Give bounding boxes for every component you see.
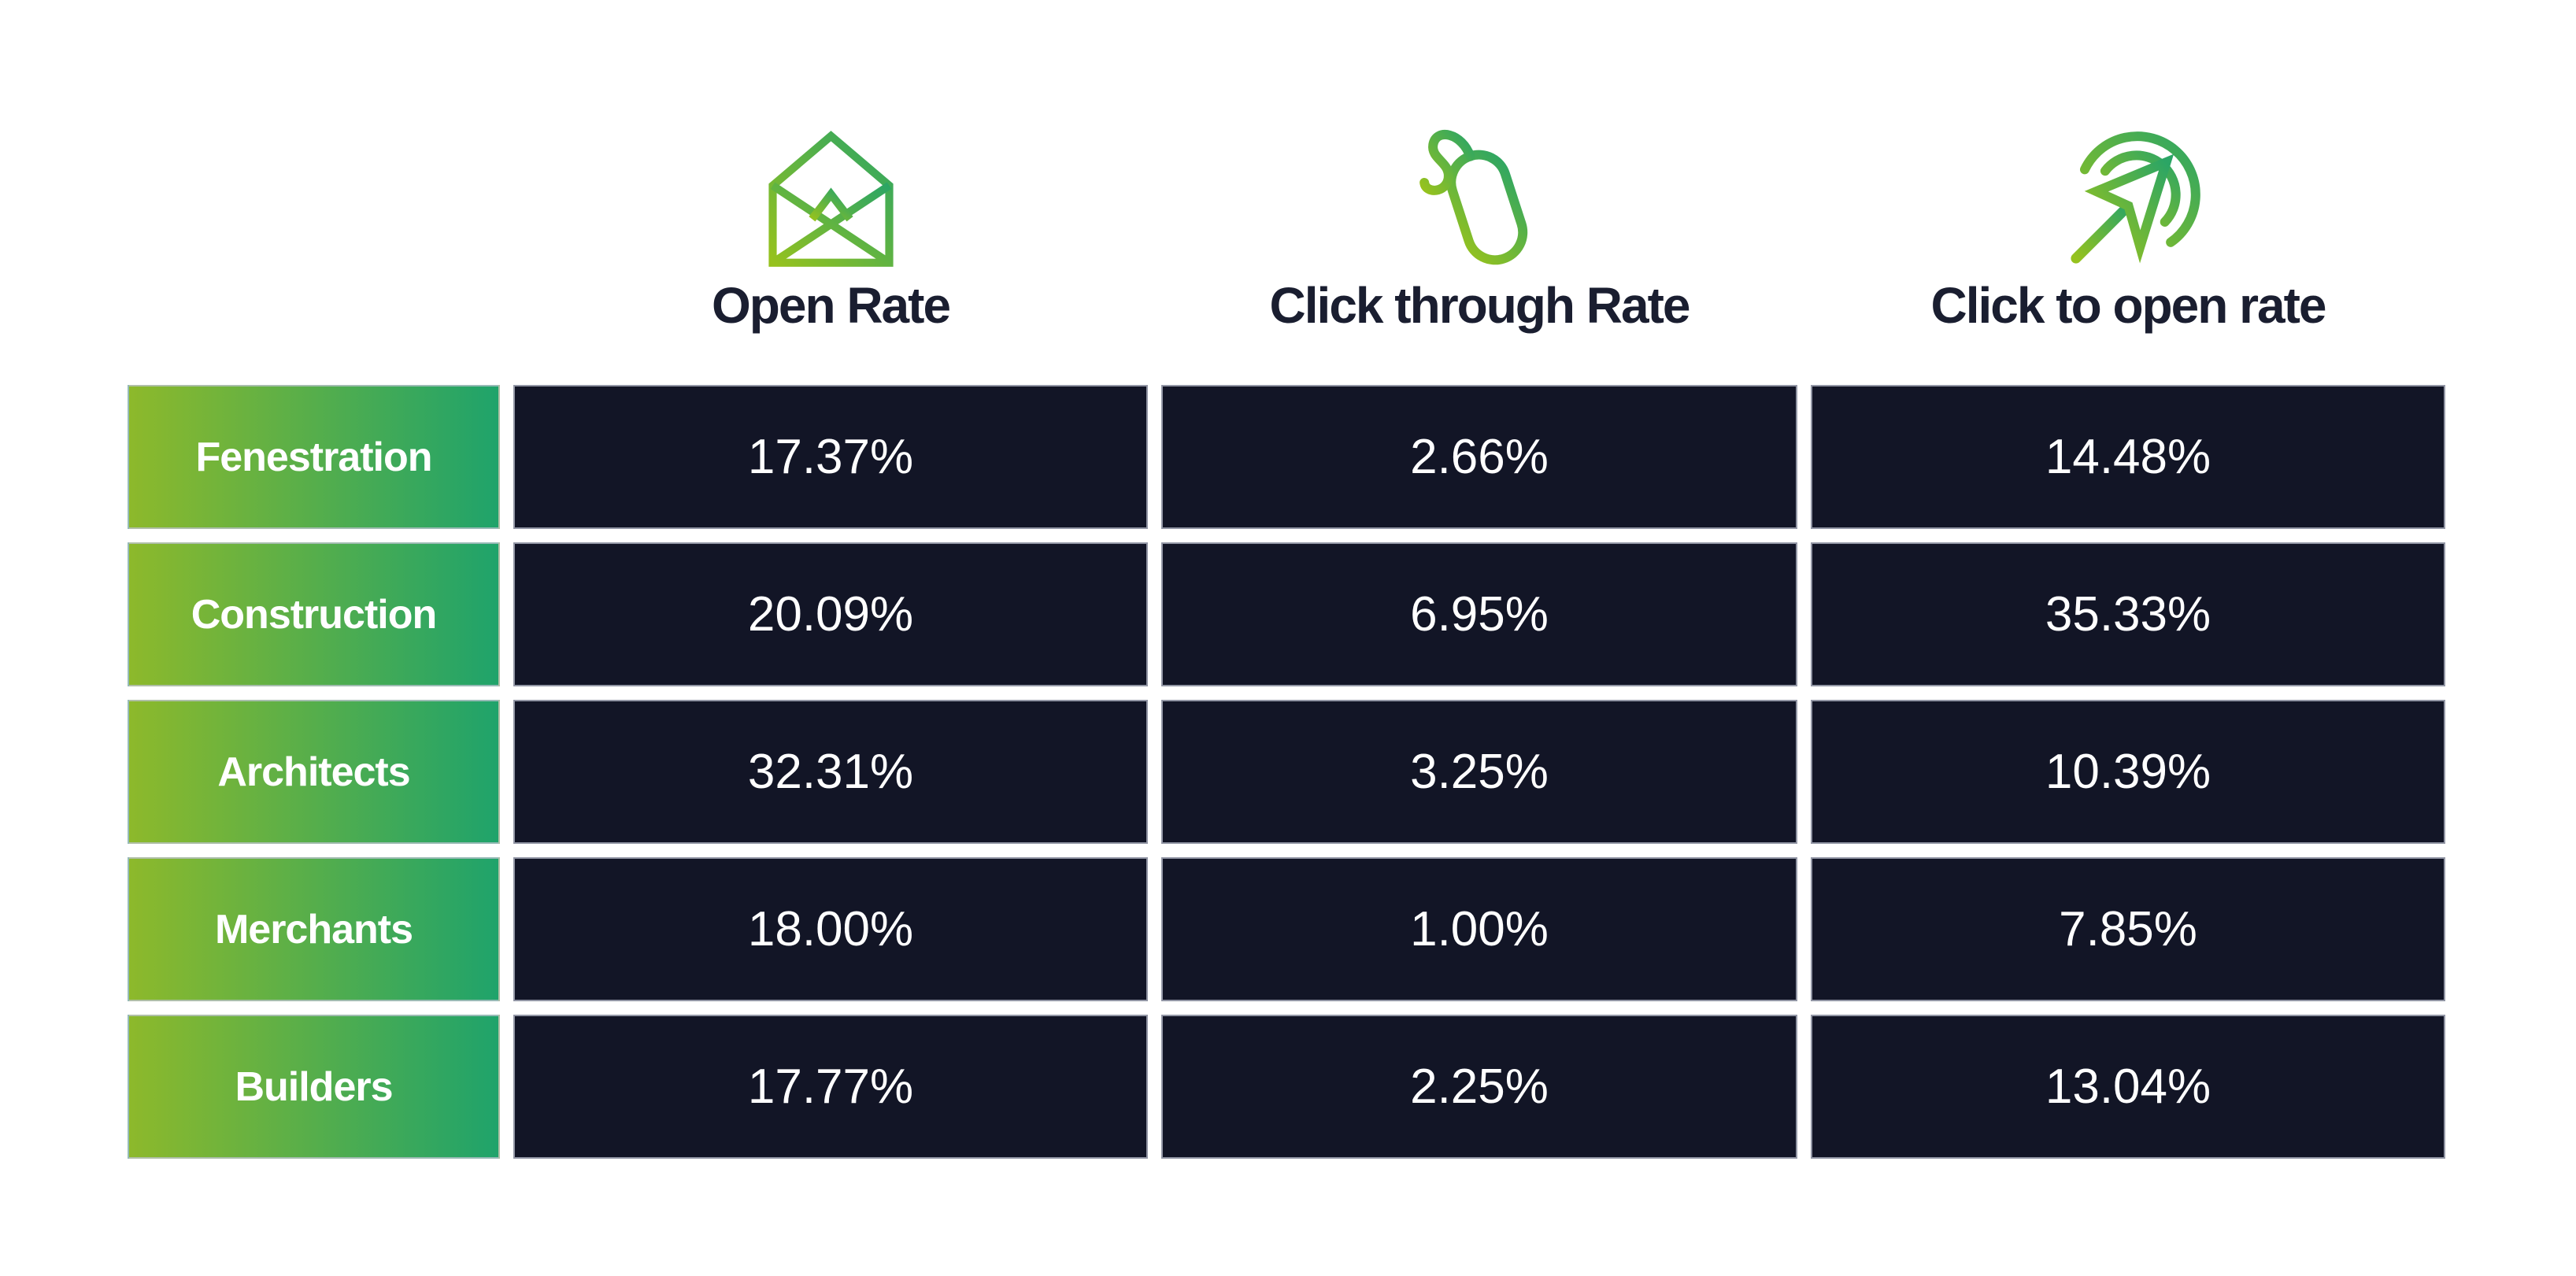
metric-value: 7.85%: [2059, 902, 2197, 956]
metric-value: 14.48%: [2045, 430, 2211, 484]
row-label: Architects: [217, 749, 410, 795]
metric-value: 1.00%: [1410, 902, 1549, 956]
mouse-click-icon: [1407, 120, 1553, 270]
header-click-through-rate: Click through Rate: [1161, 110, 1797, 372]
row-label: Fenestration: [195, 434, 432, 480]
value-cell: 1.00%: [1161, 857, 1797, 1001]
value-cell: 17.37%: [513, 385, 1148, 529]
metric-value: 2.66%: [1410, 430, 1549, 484]
metric-value: 10.39%: [2045, 745, 2211, 799]
row-label-cell: Fenestration: [128, 385, 500, 529]
open-envelope-icon: [758, 120, 904, 270]
row-label: Construction: [191, 591, 438, 638]
header-click-to-open-rate: Click to open rate: [1811, 110, 2445, 372]
row-label: Builders: [235, 1063, 393, 1110]
header-spacer: [128, 110, 500, 372]
value-cell: 32.31%: [513, 700, 1148, 844]
column-header-label: Click through Rate: [1269, 276, 1691, 334]
column-header-label: Click to open rate: [1930, 276, 2327, 334]
header-open-rate: Open Rate: [513, 110, 1148, 372]
value-cell: 10.39%: [1811, 700, 2445, 844]
metric-value: 2.25%: [1410, 1060, 1549, 1114]
row-label-cell: Merchants: [128, 857, 500, 1001]
value-cell: 20.09%: [513, 542, 1148, 686]
metric-value: 6.95%: [1410, 587, 1549, 642]
metric-value: 13.04%: [2045, 1060, 2211, 1114]
row-label-cell: Architects: [128, 700, 500, 844]
metric-value: 20.09%: [747, 587, 914, 642]
metric-value: 18.00%: [747, 902, 914, 956]
value-cell: 6.95%: [1161, 542, 1797, 686]
value-cell: 17.77%: [513, 1015, 1148, 1159]
metric-value: 35.33%: [2045, 587, 2211, 642]
metric-value: 32.31%: [747, 745, 914, 799]
value-cell: 2.66%: [1161, 385, 1797, 529]
metric-value: 17.77%: [747, 1060, 914, 1114]
row-label: Merchants: [214, 906, 413, 952]
value-cell: 13.04%: [1811, 1015, 2445, 1159]
cursor-click-icon: [2056, 120, 2201, 270]
value-cell: 18.00%: [513, 857, 1148, 1001]
metrics-table: Open Rate: [128, 110, 2445, 1159]
value-cell: 3.25%: [1161, 700, 1797, 844]
value-cell: 35.33%: [1811, 542, 2445, 686]
column-header-label: Open Rate: [711, 276, 951, 334]
row-label-cell: Builders: [128, 1015, 500, 1159]
row-label-cell: Construction: [128, 542, 500, 686]
value-cell: 7.85%: [1811, 857, 2445, 1001]
value-cell: 14.48%: [1811, 385, 2445, 529]
metric-value: 17.37%: [747, 430, 914, 484]
value-cell: 2.25%: [1161, 1015, 1797, 1159]
metric-value: 3.25%: [1410, 745, 1549, 799]
